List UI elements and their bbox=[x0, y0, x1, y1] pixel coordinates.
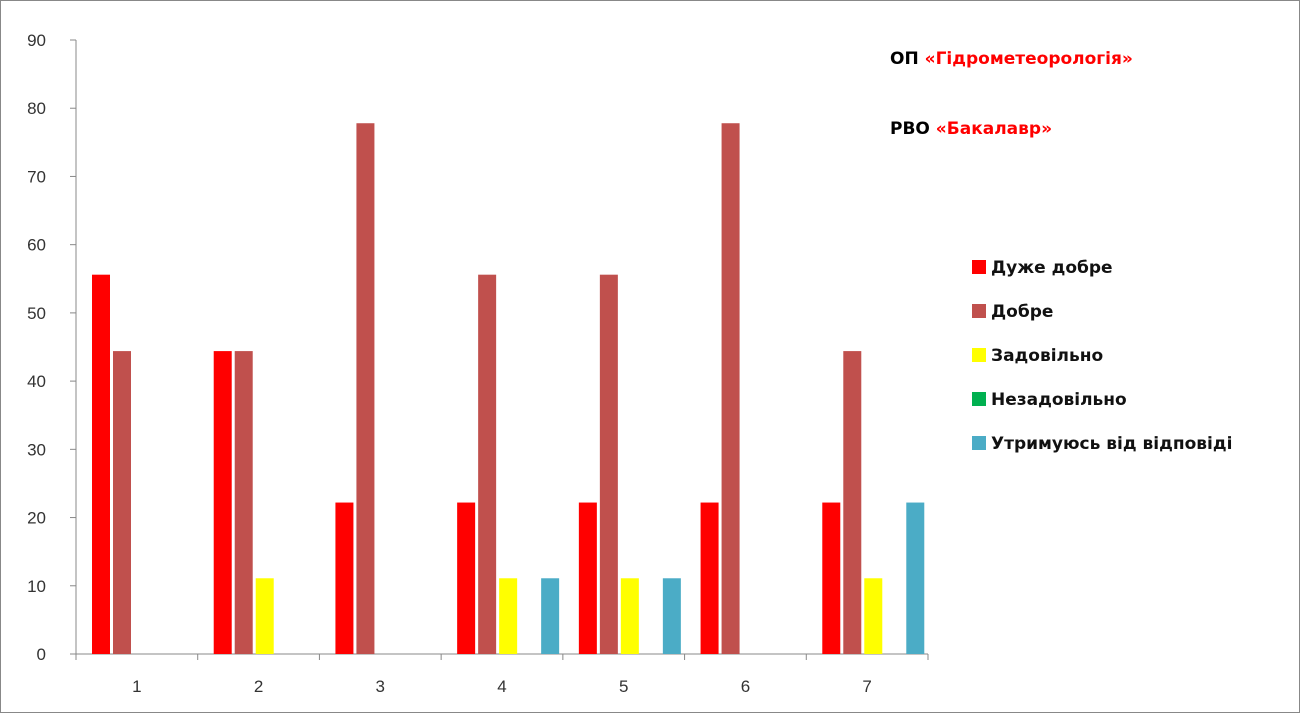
y-tick-label: 90 bbox=[27, 31, 46, 50]
bar-2-6 bbox=[721, 123, 740, 655]
y-tick-label: 10 bbox=[27, 577, 46, 596]
legend-label: Добре bbox=[991, 302, 1053, 322]
bar-1-2 bbox=[213, 351, 232, 654]
bar-5-4 bbox=[541, 578, 560, 654]
legend-label: Дуже добре bbox=[991, 258, 1113, 278]
x-tick-label: 4 bbox=[497, 677, 506, 696]
legend-swatch bbox=[972, 304, 986, 318]
x-tick-label: 5 bbox=[619, 677, 628, 696]
legend-swatch bbox=[972, 392, 986, 406]
annotation-label: ОП «Гідрометеорологія» bbox=[890, 49, 1133, 69]
bar-3-2 bbox=[255, 578, 274, 654]
bar-1-6 bbox=[700, 502, 719, 654]
bar-1-7 bbox=[822, 502, 841, 654]
bars bbox=[92, 123, 925, 655]
bar-2-7 bbox=[843, 351, 862, 654]
bar-5-7 bbox=[906, 502, 925, 654]
x-axis-ticks: 1 2 3 4 5 6 7 bbox=[75, 654, 929, 696]
legend-label: Утримуюсь від відповіді bbox=[991, 434, 1232, 454]
legend-swatch bbox=[972, 260, 986, 274]
y-tick-label: 40 bbox=[27, 372, 46, 391]
y-tick-label: 20 bbox=[27, 509, 46, 528]
x-tick-label: 6 bbox=[741, 677, 750, 696]
bar-2-3 bbox=[356, 123, 375, 655]
bar-2-2 bbox=[234, 351, 253, 654]
x-tick-label: 3 bbox=[376, 677, 385, 696]
bar-3-4 bbox=[499, 578, 518, 654]
y-tick-label: 80 bbox=[27, 99, 46, 118]
bar-1-3 bbox=[335, 502, 354, 654]
bar-1-5 bbox=[578, 502, 597, 654]
bar-2-1 bbox=[113, 351, 131, 654]
x-tick-label: 1 bbox=[132, 677, 141, 696]
bar-2-5 bbox=[599, 274, 618, 654]
x-tick-label: 7 bbox=[862, 677, 871, 696]
x-tick-label: 2 bbox=[254, 677, 263, 696]
y-tick-label: 70 bbox=[27, 167, 46, 186]
y-axis-ticks: 0 10 20 30 40 50 60 70 80 90 bbox=[27, 31, 76, 664]
axes bbox=[75, 40, 928, 655]
y-tick-label: 50 bbox=[27, 304, 46, 323]
bar-3-7 bbox=[864, 578, 883, 654]
bar-1-4 bbox=[457, 502, 476, 654]
legend-label: Незадовільно bbox=[991, 390, 1127, 410]
legend-swatch bbox=[972, 436, 986, 450]
annotation-label: РВО «Бакалавр» bbox=[890, 119, 1052, 139]
annotations: ОП «Гідрометеорологія» РВО «Бакалавр» bbox=[890, 49, 1133, 139]
bar-5-5 bbox=[662, 578, 681, 654]
bar-1-1 bbox=[92, 274, 110, 654]
legend-swatch bbox=[972, 348, 986, 362]
y-tick-label: 0 bbox=[37, 645, 46, 664]
legend: Дуже добре Добре Задовільно Незадовільно Утр… bbox=[972, 258, 1232, 454]
legend-label: Задовільно bbox=[991, 346, 1103, 366]
y-tick-label: 60 bbox=[27, 236, 46, 255]
bar-2-4 bbox=[478, 274, 497, 654]
y-tick-label: 30 bbox=[27, 440, 46, 459]
bar-3-5 bbox=[620, 578, 639, 654]
